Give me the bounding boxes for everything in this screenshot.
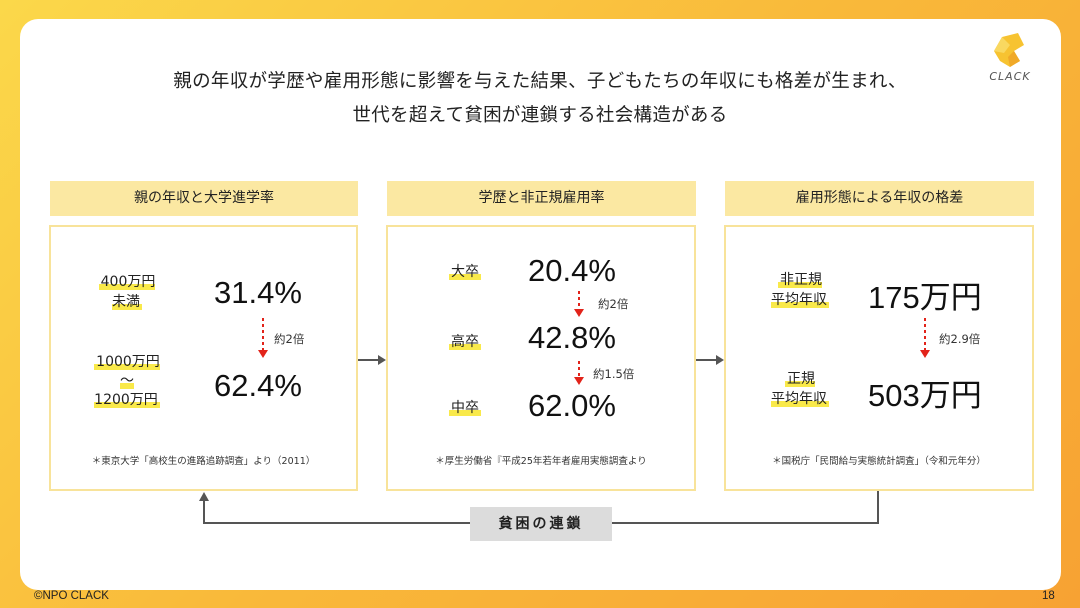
panel-3-label-1: 非正規 平均年収 [771, 272, 829, 308]
panel-2-label-3: 中卒 [449, 400, 481, 416]
logo-text: CLACK [989, 70, 1031, 83]
page-number: 18 [1042, 590, 1055, 602]
panel-2-value-3: 62.0% [528, 388, 616, 423]
panel-1-ratio-1: 約2倍 [274, 332, 305, 346]
panel-1-source-note: ＊東京大学「高校生の進路追跡調査」より（2011） [91, 456, 316, 467]
flow-arrow-right-icon [358, 355, 386, 365]
panel-3-ratio-1: 約2.9倍 [939, 332, 981, 346]
panel-1-value-1: 31.4% [214, 275, 302, 310]
panel-2-source-note: ＊厚生労働省『平成25年若年者雇用実態調査より [435, 456, 647, 467]
panel-1-label-2: 1000万円 〜 1200万円 [94, 354, 160, 408]
panel-3-label-2: 正規 平均年収 [771, 371, 829, 407]
panel-2 [386, 225, 696, 491]
ratio-arrow-down-icon [574, 291, 584, 317]
copyright: ©NPO CLACK [34, 590, 109, 602]
panel-2-value-2: 42.8% [528, 320, 616, 355]
panel-3-value-2: 503万円 [868, 378, 982, 413]
panel-3-title: 雇用形態による年収の格差 [725, 181, 1034, 216]
panel-2-ratio-1: 約2倍 [598, 297, 629, 311]
panel-2-label-2: 高卒 [449, 334, 481, 350]
headline: 親の年収が学歴や雇用形態に影響を与えた結果、子どもたちの年収にも格差が生まれ、 … [0, 65, 1080, 133]
ratio-arrow-down-icon [574, 361, 584, 385]
chain-loop-arrow-icon [199, 491, 879, 524]
poverty-chain-label: 貧困の連鎖 [470, 507, 612, 541]
panel-1-label-1: 400万円 未満 [98, 274, 156, 310]
ratio-arrow-down-icon [258, 318, 268, 358]
flow-arrow-right-icon [696, 355, 724, 365]
panel-2-value-1: 20.4% [528, 253, 616, 288]
headline-line-2: 世代を超えて貧困が連鎖する社会構造がある [352, 105, 728, 126]
headline-line-1: 親の年収が学歴や雇用形態に影響を与えた結果、子どもたちの年収にも格差が生まれ、 [173, 71, 907, 92]
clack-logo-icon [994, 33, 1024, 67]
panel-2-title: 学歴と非正規雇用率 [387, 181, 696, 216]
panel-3-value-1: 175万円 [868, 280, 982, 315]
panel-1-value-2: 62.4% [214, 368, 302, 403]
panel-2-ratio-2: 約1.5倍 [593, 367, 635, 381]
panel-3 [724, 225, 1034, 491]
panel-1-title: 親の年収と大学進学率 [50, 181, 358, 216]
ratio-arrow-down-icon [920, 318, 930, 358]
panel-2-label-1: 大卒 [449, 264, 481, 280]
panel-3-source-note: ＊国税庁「民間給与実態統計調査」（令和元年分） [772, 456, 986, 467]
